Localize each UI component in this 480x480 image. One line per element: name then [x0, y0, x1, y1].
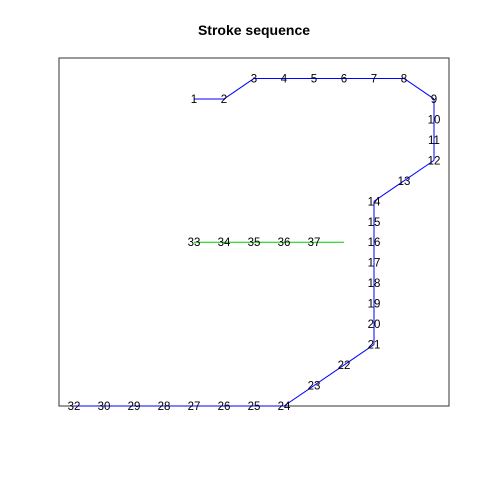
- point-label-32: 32: [68, 401, 81, 413]
- series-1-segment-23: [283, 385, 315, 407]
- point-label-6: 6: [341, 73, 347, 85]
- point-label-35: 35: [248, 237, 261, 249]
- point-label-30: 30: [98, 401, 111, 413]
- point-label-11: 11: [428, 135, 440, 147]
- point-label-13: 13: [398, 176, 411, 188]
- point-label-18: 18: [368, 278, 381, 290]
- point-label-10: 10: [428, 114, 441, 126]
- point-label-33: 33: [188, 237, 201, 249]
- point-label-22: 22: [338, 360, 351, 372]
- point-label-25: 25: [248, 401, 261, 413]
- point-label-29: 29: [128, 401, 141, 413]
- series-1-segment-22: [313, 364, 345, 386]
- point-label-8: 8: [401, 73, 407, 85]
- point-label-36: 36: [278, 237, 291, 249]
- point-label-24: 24: [278, 401, 291, 413]
- point-label-7: 7: [371, 73, 377, 85]
- series-layer: 1 23 4 5 6 7 891011121314151617181920212223242…: [68, 73, 441, 413]
- point-label-21: 21: [368, 340, 381, 352]
- series-1-segment-13: [373, 180, 405, 202]
- series-1-segment-12: [403, 159, 435, 182]
- point-label-12: 12: [428, 155, 441, 167]
- point-label-27: 27: [188, 401, 201, 413]
- point-label-28: 28: [158, 401, 171, 413]
- point-label-16: 16: [368, 237, 381, 249]
- point-label-3: 3: [251, 73, 257, 85]
- point-label-14: 14: [368, 196, 381, 208]
- point-label-15: 15: [368, 217, 381, 229]
- point-label-4: 4: [281, 73, 288, 85]
- point-label-5: 5: [311, 73, 317, 85]
- point-label-23: 23: [308, 381, 321, 393]
- point-label-37: 37: [308, 237, 321, 249]
- point-label-1: 1: [191, 94, 197, 106]
- point-label-20: 20: [368, 319, 381, 331]
- chart-title: Stroke sequence: [198, 22, 310, 38]
- point-label-17: 17: [368, 258, 381, 270]
- series-1-segment-2: [223, 78, 255, 100]
- point-label-26: 26: [218, 401, 231, 413]
- point-label-34: 34: [218, 237, 231, 249]
- point-label-9: 9: [431, 94, 437, 106]
- series-1-segment-8: [403, 78, 435, 100]
- series-1-segment-21: [343, 344, 375, 366]
- point-label-2: 2: [221, 94, 227, 106]
- point-label-19: 19: [368, 299, 381, 311]
